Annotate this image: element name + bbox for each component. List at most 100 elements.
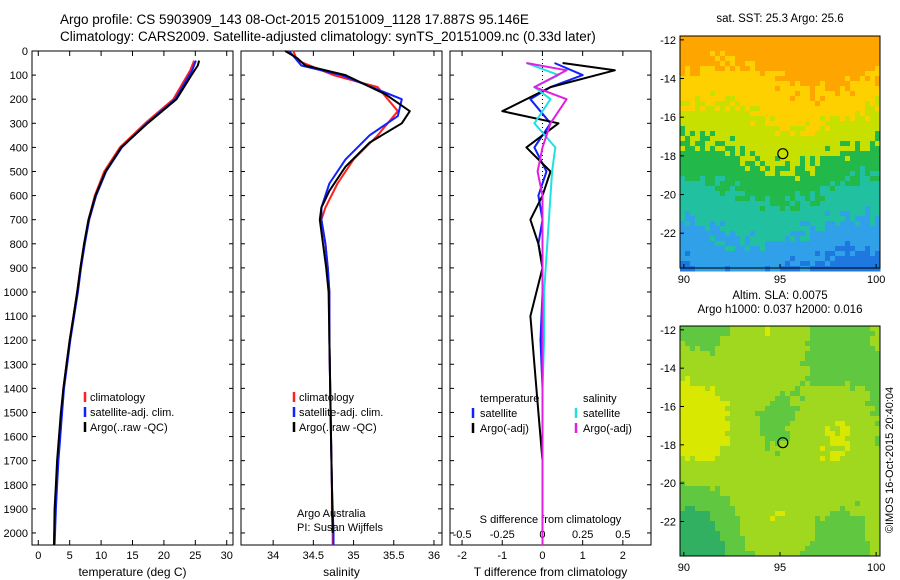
panel-temperature: 0 5 10 15 20 25 30 temperature (deg C) 0 100 200 30… xyxy=(4,46,234,579)
legend-salinity-header: salinity xyxy=(583,393,617,405)
y-tick-label: 1200 xyxy=(4,335,28,347)
y-tick-label: 900 xyxy=(10,263,28,275)
map-x-tick-label: 95 xyxy=(774,562,786,574)
panel-salinity: 34 34.5 35 35.5 36 salinity climatology satelli… xyxy=(240,50,443,579)
map-y-tick-label: -14 xyxy=(660,363,676,375)
y-tick-label: 100 xyxy=(10,70,28,82)
footer-stamp: ©IMOS 16-Oct-2015 20:40:04 xyxy=(884,387,896,533)
y-tick-label: 2000 xyxy=(4,528,28,540)
x-axis-label: T difference from climatology xyxy=(474,565,628,579)
top-tick-label: 0.5 xyxy=(615,529,630,541)
y-tick-label: 200 xyxy=(10,94,28,106)
y-tick-label: 1800 xyxy=(4,480,28,492)
figure-title-line2: Climatology: CARS2009. Satellite-adjuste… xyxy=(60,29,596,44)
map-x-tick-label: 90 xyxy=(678,562,690,574)
map-y-tick-label: -16 xyxy=(660,112,676,124)
map-y-tick-label: -16 xyxy=(660,402,676,414)
x-tick-label: 0 xyxy=(35,550,41,562)
figure-title-line1: Argo profile: CS 5903909_143 08-Oct-2015… xyxy=(60,12,529,27)
y-tick-label: 1000 xyxy=(4,287,28,299)
y-tick-label: 600 xyxy=(10,191,28,203)
y-tick-label: 0 xyxy=(22,46,28,58)
x-tick-label: -2 xyxy=(457,550,467,562)
x-tick-label: 36 xyxy=(428,550,440,562)
legend-label: Argo(..raw -QC) xyxy=(90,422,168,434)
x-axis-label: salinity xyxy=(323,565,360,579)
map-y-tick-label: -12 xyxy=(660,325,676,337)
x-tick-label: 5 xyxy=(67,550,73,562)
map-y-tick-label: -18 xyxy=(660,440,676,452)
legend-label: climatology xyxy=(90,392,146,404)
sla-map-title-line1: Altim. SLA: 0.0075 xyxy=(732,290,828,302)
y-tick-label: 1900 xyxy=(4,504,28,516)
map-x-tick-label: 100 xyxy=(867,562,885,574)
top-tick-label: -0.25 xyxy=(490,529,515,541)
map-field xyxy=(680,326,881,557)
y-tick-label: 1400 xyxy=(4,383,28,395)
y-tick-label: 1100 xyxy=(4,311,28,323)
y-tick-label: 400 xyxy=(10,142,28,154)
top-tick-label: -0.5 xyxy=(453,529,472,541)
legend-label: satellite xyxy=(480,408,517,420)
x-tick-label: 34 xyxy=(267,550,279,562)
sst-map: 90 95 100 -12 -14 -16 -18 -20 -22 xyxy=(660,35,885,286)
legend-label: satellite xyxy=(583,408,620,420)
y-tick-label: 700 xyxy=(10,215,28,227)
map-y-tick-label: -12 xyxy=(660,35,676,47)
panel-frame xyxy=(31,50,234,546)
sst-map-title: sat. SST: 25.3 Argo: 25.6 xyxy=(716,13,844,25)
legend-temperature-header: temperature xyxy=(480,393,539,405)
y-tick-label: 800 xyxy=(10,239,28,251)
y-tick-label: 300 xyxy=(10,118,28,130)
panel-differences: -2 -1 0 1 2 T difference from climatology S di… xyxy=(449,50,652,579)
legend-label: Argo(-adj) xyxy=(583,423,632,435)
legend-label: Argo(-adj) xyxy=(480,423,529,435)
argo-location-marker xyxy=(777,437,789,449)
map-x-tick-label: 100 xyxy=(867,274,885,286)
sla-map: 90 95 100 -12 -14 -16 -18 -20 -22 xyxy=(660,325,885,574)
annotation-line2: PI: Susan Wijffels xyxy=(297,522,383,534)
x-tick-label: 0 xyxy=(539,550,545,562)
map-y-tick-label: -18 xyxy=(660,151,676,163)
y-tick-label: 1300 xyxy=(4,359,28,371)
x-axis-label: temperature (deg C) xyxy=(78,565,186,579)
x-tick-label: -1 xyxy=(497,550,507,562)
x-tick-label: 34.5 xyxy=(303,550,324,562)
y-tick-label: 1700 xyxy=(4,456,28,468)
map-y-tick-label: -22 xyxy=(660,228,676,240)
top-axis-label: S difference from climatology xyxy=(480,514,622,526)
map-field xyxy=(680,36,881,272)
x-tick-label: 25 xyxy=(189,550,201,562)
legend-label: Argo(..raw -QC) xyxy=(299,422,377,434)
legend-label: climatology xyxy=(299,392,355,404)
legend-label: satellite-adj. clim. xyxy=(299,407,383,419)
panel-frame xyxy=(449,50,652,546)
panel-frame xyxy=(240,50,443,546)
annotation-line1: Argo Australia xyxy=(297,508,366,520)
map-y-tick-label: -20 xyxy=(660,190,676,202)
y-tick-label: 1500 xyxy=(4,407,28,419)
x-tick-label: 35 xyxy=(347,550,359,562)
x-tick-label: 15 xyxy=(126,550,138,562)
sla-map-title-line2: Argo h1000: 0.037 h2000: 0.016 xyxy=(697,304,863,316)
x-tick-label: 35.5 xyxy=(383,550,404,562)
series-line-argo-raw-qc- xyxy=(53,60,201,546)
series-line-argo-raw-qc- xyxy=(284,50,411,534)
map-x-tick-label: 90 xyxy=(678,274,690,286)
legend-label: satellite-adj. clim. xyxy=(90,407,174,419)
series-line-argo-adj- xyxy=(526,62,568,545)
argo-location-marker xyxy=(777,148,789,160)
series-line-argo-adj- xyxy=(501,62,616,545)
x-tick-label: 10 xyxy=(95,550,107,562)
top-tick-label: 0.25 xyxy=(572,529,593,541)
y-tick-label: 500 xyxy=(10,166,28,178)
map-y-tick-label: -14 xyxy=(660,74,676,86)
x-tick-label: 2 xyxy=(620,550,626,562)
map-x-tick-label: 95 xyxy=(774,274,786,286)
x-tick-label: 30 xyxy=(221,550,233,562)
x-tick-label: 1 xyxy=(580,550,586,562)
y-tick-label: 1600 xyxy=(4,432,28,444)
map-y-tick-label: -22 xyxy=(660,517,676,529)
map-y-tick-label: -20 xyxy=(660,478,676,490)
